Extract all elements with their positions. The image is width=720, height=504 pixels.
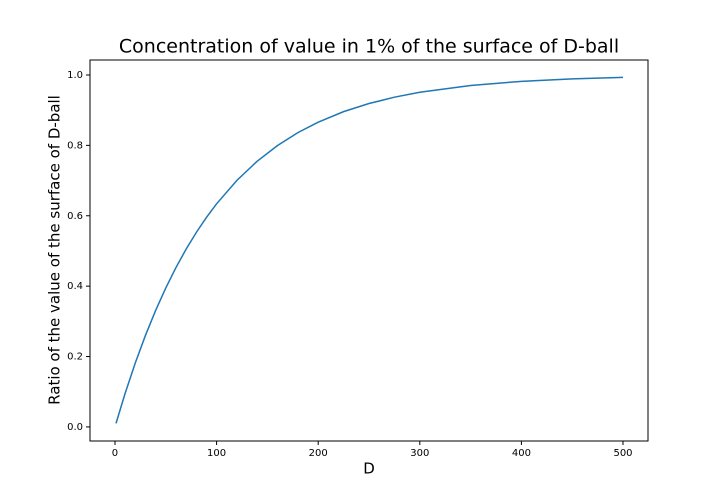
y-tick-label: 0.4 bbox=[67, 281, 83, 292]
x-tick-label: 300 bbox=[410, 448, 429, 459]
plot-frame bbox=[89, 59, 649, 442]
y-axis-label: Ratio of the value of the surface of D-b… bbox=[46, 95, 64, 405]
y-tick-label: 0.2 bbox=[67, 352, 83, 363]
x-tick-label: 400 bbox=[512, 448, 531, 459]
x-tick-label: 200 bbox=[309, 448, 328, 459]
line-series bbox=[115, 76, 624, 424]
y-tick-label: 0.6 bbox=[67, 211, 83, 222]
y-tick-label: 0.0 bbox=[67, 422, 83, 433]
x-tick-label: 500 bbox=[613, 448, 632, 459]
y-tick-label: 1.0 bbox=[67, 70, 83, 81]
x-axis-label: D bbox=[363, 460, 375, 478]
x-tick-label: 0 bbox=[112, 448, 118, 459]
y-tick-label: 0.8 bbox=[67, 140, 83, 151]
x-tick-label: 100 bbox=[207, 448, 226, 459]
chart-title: Concentration of value in 1% of the surf… bbox=[119, 36, 619, 58]
